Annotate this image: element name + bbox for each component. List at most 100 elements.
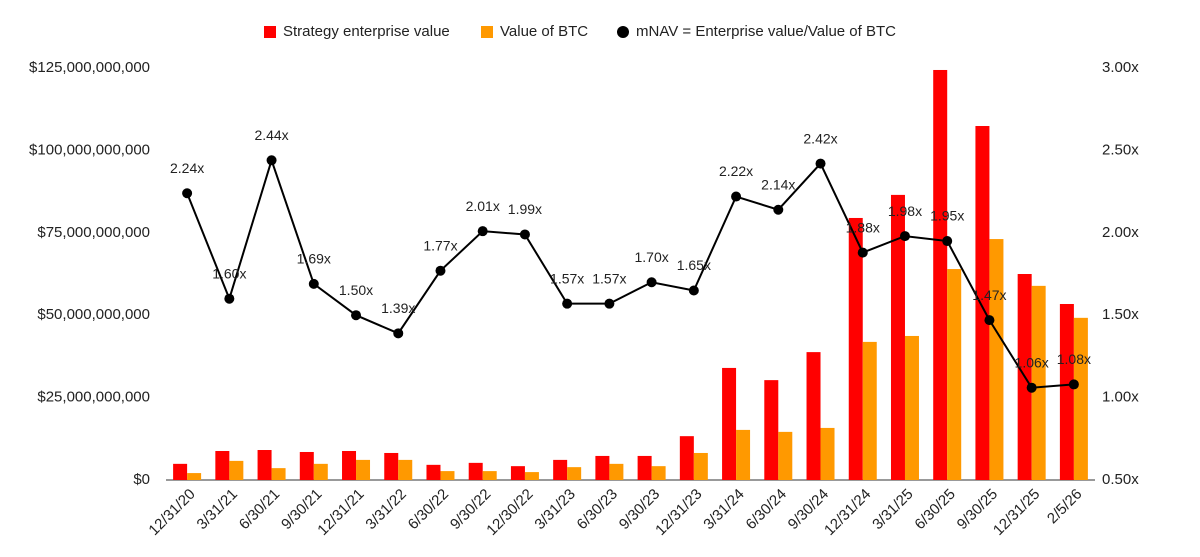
x-tick-label: 6/30/25 — [911, 486, 958, 533]
point — [562, 298, 573, 309]
bar — [679, 436, 694, 480]
value-label: 1.60x — [212, 265, 246, 281]
y2-tick-label: 0.50x — [1102, 471, 1139, 488]
bar — [975, 126, 990, 481]
point — [351, 310, 362, 321]
bar — [989, 239, 1004, 480]
x-tick-label: 3/31/23 — [531, 486, 578, 533]
value-label: 1.69x — [297, 251, 331, 267]
x-tick-label: 12/31/25 — [990, 486, 1043, 539]
x-tick-label: 3/31/25 — [869, 486, 916, 533]
y-tick-label: $75,000,000,000 — [37, 224, 150, 241]
x-tick-label: 6/30/21 — [236, 486, 283, 533]
legend-marker — [264, 26, 276, 38]
bar — [426, 464, 441, 480]
y2-tick-label: 3.00x — [1102, 59, 1139, 76]
bar — [553, 459, 568, 480]
y2-tick-label: 2.50x — [1102, 141, 1139, 158]
value-label: 1.47x — [972, 287, 1006, 303]
value-label: 2.44x — [254, 127, 288, 143]
value-label: 1.98x — [888, 203, 922, 219]
legend-label: Value of BTC — [500, 23, 588, 40]
value-label: 1.08x — [1057, 351, 1091, 367]
point — [266, 155, 277, 166]
value-label: 1.99x — [508, 201, 542, 217]
y2-tick-label: 2.00x — [1102, 224, 1139, 241]
value-label: 1.39x — [381, 300, 415, 316]
bar — [440, 471, 455, 480]
bar — [384, 452, 399, 480]
value-label: 2.14x — [761, 176, 795, 192]
bar — [947, 269, 962, 480]
point — [182, 188, 193, 199]
bar — [342, 450, 357, 480]
value-label: 2.22x — [719, 163, 753, 179]
bar — [356, 459, 371, 480]
bar — [398, 459, 413, 480]
bar — [764, 380, 779, 480]
x-tick-label: 12/31/21 — [314, 486, 367, 539]
point — [899, 231, 910, 242]
bar — [693, 452, 708, 480]
x-tick-label: 12/31/20 — [145, 486, 198, 539]
bar — [806, 352, 821, 480]
legend-marker — [617, 26, 629, 38]
bar — [215, 450, 230, 480]
point — [773, 204, 784, 215]
bar — [609, 463, 624, 480]
x-tick-label: 12/30/22 — [483, 486, 536, 539]
bar — [722, 367, 737, 480]
legend-marker — [481, 26, 493, 38]
bar — [1031, 285, 1046, 480]
value-label: 2.24x — [170, 160, 204, 176]
bar — [229, 460, 244, 480]
line — [186, 157, 1074, 389]
y-tick-label: $25,000,000,000 — [37, 389, 150, 406]
x-tick-label: 2/5/26 — [1044, 486, 1086, 528]
y-tick-label: $0 — [133, 471, 150, 488]
bar — [567, 467, 582, 480]
point — [984, 315, 995, 326]
point — [1068, 379, 1079, 390]
point — [1026, 382, 1037, 393]
point — [646, 277, 657, 288]
x-tick-label: 3/31/21 — [194, 486, 241, 533]
point — [815, 158, 826, 169]
bar — [271, 468, 286, 480]
bar — [820, 427, 835, 480]
value-label: 2.42x — [803, 130, 837, 146]
bar — [1073, 317, 1088, 480]
value-label: 1.57x — [550, 270, 584, 286]
bar — [890, 194, 905, 480]
value-label: 1.70x — [634, 249, 668, 265]
legend-label: Strategy enterprise value — [283, 23, 450, 40]
point — [688, 285, 699, 296]
x-tick-label: 6/30/23 — [574, 486, 621, 533]
bar — [778, 431, 793, 480]
bar — [510, 466, 525, 480]
value-label: 1.95x — [930, 208, 964, 224]
value-label: 1.57x — [592, 270, 626, 286]
bar — [524, 472, 539, 480]
y-tick-label: $50,000,000,000 — [37, 306, 150, 323]
bar — [651, 466, 666, 480]
value-label: 2.01x — [466, 198, 500, 214]
bar — [257, 450, 272, 480]
legend-label: mNAV = Enterprise value/Value of BTC — [636, 23, 896, 40]
bar — [595, 455, 610, 480]
bar — [313, 463, 328, 480]
x-tick-label: 12/31/23 — [652, 486, 705, 539]
value-label: 1.77x — [423, 237, 457, 253]
bar — [904, 335, 919, 480]
bar — [848, 217, 863, 480]
y2-tick-label: 1.00x — [1102, 389, 1139, 406]
point — [393, 328, 404, 339]
x-tick-label: 3/31/22 — [362, 486, 409, 533]
bar — [1059, 303, 1074, 480]
point — [224, 293, 235, 304]
bar — [299, 451, 314, 480]
y-tick-label: $100,000,000,000 — [29, 141, 150, 158]
y2-tick-label: 1.50x — [1102, 306, 1139, 323]
bar — [468, 462, 483, 480]
